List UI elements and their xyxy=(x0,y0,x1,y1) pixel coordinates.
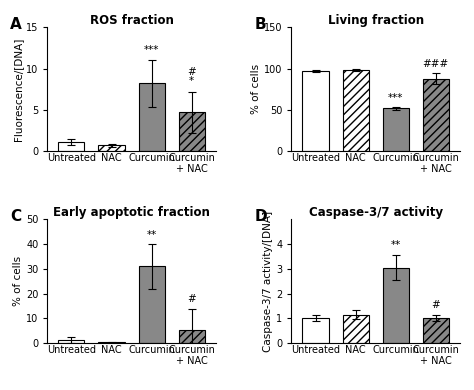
Text: #: # xyxy=(431,300,440,310)
Text: D: D xyxy=(255,209,267,224)
Title: ROS fraction: ROS fraction xyxy=(90,14,173,27)
Bar xyxy=(99,342,125,343)
Title: Caspase-3/7 activity: Caspase-3/7 activity xyxy=(309,206,443,219)
Bar xyxy=(383,108,409,151)
Bar xyxy=(138,83,164,151)
Bar xyxy=(343,315,369,343)
Bar xyxy=(99,145,125,151)
Bar xyxy=(302,71,328,151)
Bar xyxy=(179,112,205,151)
Bar xyxy=(58,340,84,343)
Title: Early apoptotic fraction: Early apoptotic fraction xyxy=(53,206,210,219)
Text: **: ** xyxy=(391,240,401,250)
Text: **: ** xyxy=(146,230,157,240)
Bar xyxy=(343,70,369,151)
Text: #
*: # * xyxy=(187,67,196,86)
Text: A: A xyxy=(10,18,22,32)
Y-axis label: Caspase-3/7 activity/[DNA]: Caspase-3/7 activity/[DNA] xyxy=(264,211,273,352)
Text: B: B xyxy=(255,18,266,32)
Bar xyxy=(383,268,409,343)
Bar xyxy=(302,318,328,343)
Text: ###: ### xyxy=(423,59,449,69)
Bar xyxy=(179,330,205,343)
Bar xyxy=(423,318,449,343)
Title: Living fraction: Living fraction xyxy=(328,14,424,27)
Y-axis label: % of cells: % of cells xyxy=(13,256,23,306)
Text: ***: *** xyxy=(388,93,403,103)
Text: C: C xyxy=(10,209,21,224)
Bar xyxy=(138,266,164,343)
Text: #: # xyxy=(187,294,196,304)
Y-axis label: % of cells: % of cells xyxy=(251,64,261,114)
Y-axis label: Fluorescence/[DNA]: Fluorescence/[DNA] xyxy=(13,37,23,141)
Bar xyxy=(423,78,449,151)
Bar xyxy=(58,142,84,151)
Text: ***: *** xyxy=(144,45,159,55)
